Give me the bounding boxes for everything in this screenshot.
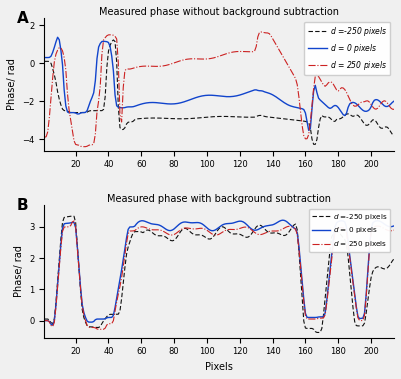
d =-250 pixels [314,330,319,335]
d =-250 pixels [316,330,321,335]
Line: d = 0 pixels: d = 0 pixels [45,37,394,130]
d = 0 pixels [306,128,311,133]
Legend: $d$ =-250 pixels, $d$ = 0 pixels, $d$ = 250 pixels: $d$ =-250 pixels, $d$ = 0 pixels, $d$ = … [309,208,391,252]
Y-axis label: Phase/ rad: Phase/ rad [7,58,17,110]
d = 250 pixels [81,144,86,149]
d = 250 pixels [42,135,47,139]
d = 250 pixels [352,104,357,108]
d = 0 pixels [170,102,175,106]
d =-250 pixels [392,133,397,138]
d = 250 pixels [259,30,263,34]
d = 250 pixels [98,327,103,332]
d = 0 pixels [316,315,321,319]
d = 0 pixels [392,224,397,228]
d = 250 pixels [195,227,200,231]
d = 250 pixels [221,229,226,234]
d = 250 pixels [392,107,397,112]
d = 0 pixels [42,55,47,60]
d = 0 pixels [50,323,55,327]
d =-250 pixels [193,233,198,237]
X-axis label: Pixels: Pixels [205,362,233,372]
d =-250 pixels [316,125,321,130]
d = 0 pixels [219,94,224,99]
d = 250 pixels [263,230,268,235]
d =-250 pixels [262,226,267,231]
d =-250 pixels [219,224,224,229]
d = 250 pixels [172,232,176,237]
d = 250 pixels [219,53,224,58]
d =-250 pixels [392,257,397,261]
d = 250 pixels [316,74,321,79]
Line: d = 0 pixels: d = 0 pixels [45,220,394,325]
Text: B: B [16,198,28,213]
d = 0 pixels [262,89,267,94]
d = 0 pixels [42,318,47,323]
d =-250 pixels [42,59,47,64]
d = 0 pixels [352,292,357,296]
d =-250 pixels [42,317,47,321]
d =-250 pixels [111,38,116,42]
d =-250 pixels [193,116,198,121]
d = 250 pixels [352,293,357,298]
d =-250 pixels [262,114,267,119]
Line: d = 250 pixels: d = 250 pixels [45,32,394,147]
Title: Measured phase without background subtraction: Measured phase without background subtra… [99,7,339,17]
d =-250 pixels [352,319,357,324]
d = 250 pixels [263,31,268,35]
d =-250 pixels [70,214,75,218]
d = 0 pixels [262,224,267,229]
d =-250 pixels [352,113,357,118]
Legend: $d$ =-250 pixels, $d$ = 0 pixels, $d$ = 250 pixels: $d$ =-250 pixels, $d$ = 0 pixels, $d$ = … [304,22,390,75]
Title: Measured phase with background subtraction: Measured phase with background subtracti… [107,194,331,204]
d = 250 pixels [193,56,198,61]
d = 250 pixels [316,316,321,321]
d = 0 pixels [352,100,357,105]
d = 0 pixels [316,96,321,100]
d =-250 pixels [170,116,175,121]
d = 0 pixels [219,223,224,228]
d = 0 pixels [170,228,175,232]
d = 0 pixels [193,96,198,100]
d = 0 pixels [193,220,198,225]
d = 250 pixels [72,219,77,223]
d = 0 pixels [280,218,285,222]
d = 250 pixels [392,228,397,232]
d =-250 pixels [219,114,224,119]
Line: d =-250 pixels: d =-250 pixels [45,216,394,332]
d = 250 pixels [42,318,47,323]
d = 250 pixels [170,61,175,66]
d = 0 pixels [392,99,397,103]
d =-250 pixels [313,142,318,147]
d = 0 pixels [55,35,60,39]
Text: A: A [16,11,28,26]
d =-250 pixels [170,238,175,243]
Y-axis label: Phase/ rad: Phase/ rad [14,246,24,298]
Line: d =-250 pixels: d =-250 pixels [45,40,394,144]
Line: d = 250 pixels: d = 250 pixels [45,221,394,329]
